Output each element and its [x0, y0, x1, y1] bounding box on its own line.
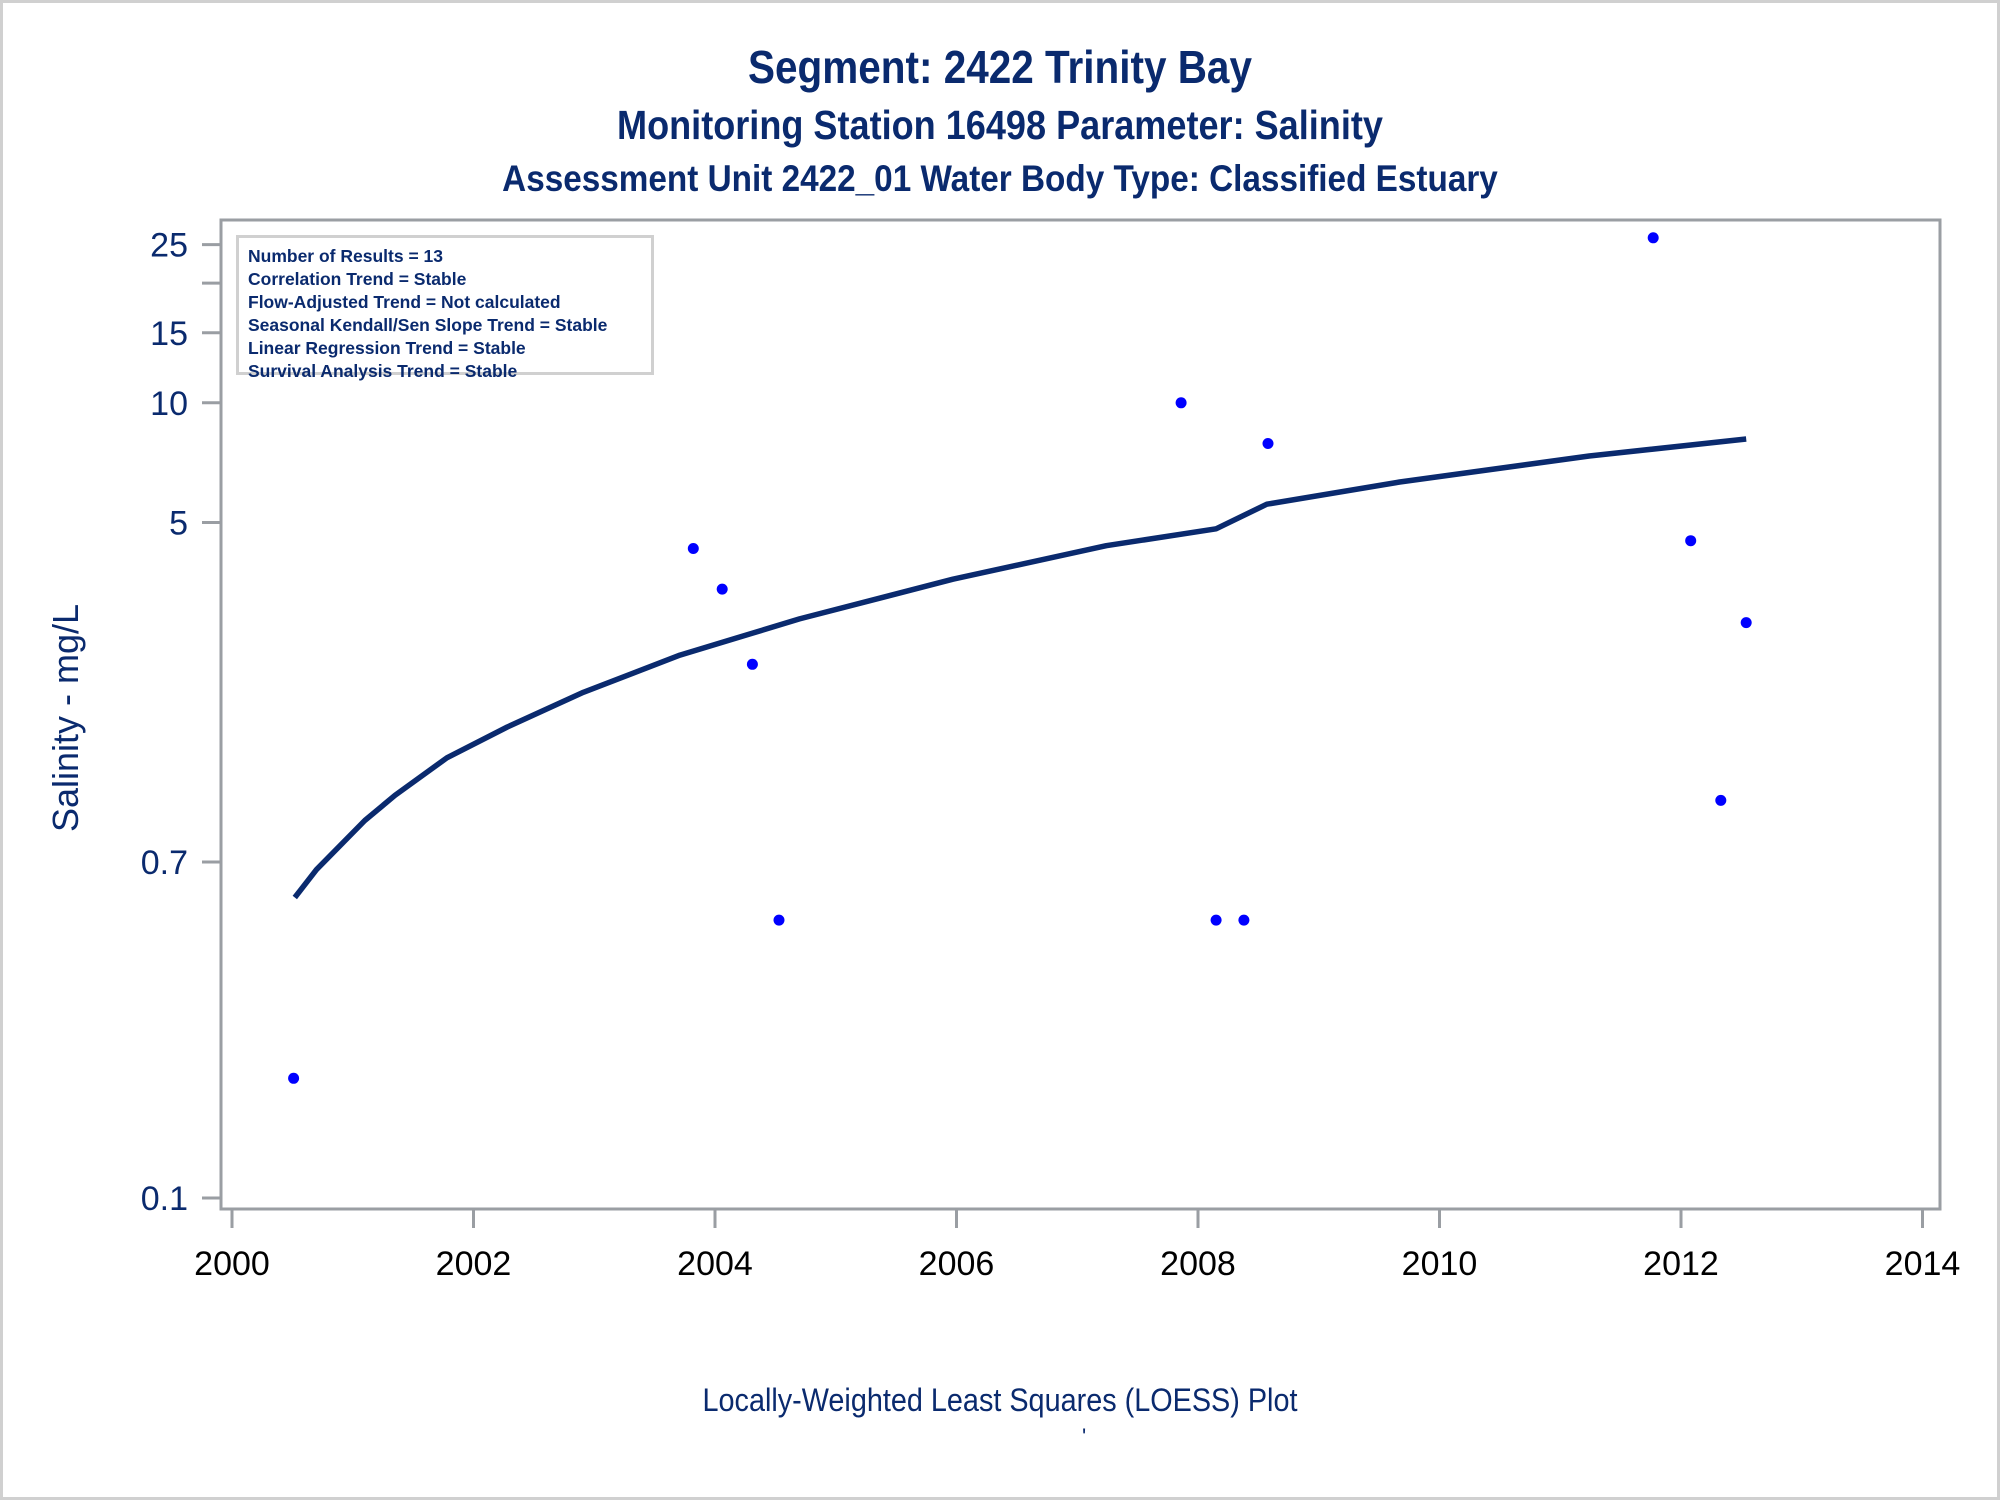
chart-subtitle-2: Assessment Unit 2422_01 Water Body Type:…	[502, 158, 1498, 199]
data-point	[716, 583, 728, 595]
ticks-layer: 2000 2002 2004 2006 2008 2010 2012 2014 0.1 0.7 5 1…	[45, 227, 1960, 1283]
data-point	[1647, 232, 1659, 244]
footnote: Locally-Weighted Least Squares (LOESS) P…	[702, 1382, 1298, 1418]
y-tick-label: 0.1	[141, 1180, 188, 1218]
y-tick-label: 0.7	[141, 844, 188, 882]
x-tick-label: 2004	[677, 1245, 753, 1283]
data-point	[687, 543, 699, 554]
y-axis-label: Salinity - mg/L	[45, 604, 86, 832]
y-tick-label: 10	[150, 385, 188, 423]
data-point	[1262, 438, 1274, 449]
legend-line: Correlation Trend = Stable	[248, 269, 467, 289]
loess-line	[292, 436, 1747, 900]
data-point	[1175, 397, 1187, 409]
points-layer	[288, 232, 1752, 1084]
data-point	[1210, 914, 1222, 926]
data-point	[1740, 617, 1752, 629]
data-point	[288, 1072, 300, 1084]
legend-line: Linear Regression Trend = Stable	[248, 338, 526, 358]
loess-line-layer	[292, 436, 1747, 900]
legend-line: Flow-Adjusted Trend = Not calculated	[248, 292, 561, 312]
data-point	[1238, 914, 1250, 926]
data-point	[773, 914, 785, 926]
plot-area-frame	[219, 218, 1942, 1211]
x-tick-label: 2000	[194, 1245, 270, 1283]
y-tick-label: 15	[150, 315, 188, 353]
axes	[219, 218, 1942, 1211]
legend-line: Number of Results = 13	[248, 246, 443, 266]
chart-subtitle: Monitoring Station 16498 Parameter: Sali…	[617, 102, 1383, 148]
x-tick-label: 2010	[1402, 1245, 1478, 1283]
x-tick-label: 2014	[1885, 1245, 1961, 1283]
data-point	[746, 658, 758, 670]
x-tick-label: 2002	[436, 1245, 512, 1283]
legend-line: Seasonal Kendall/Sen Slope Trend = Stabl…	[248, 315, 608, 335]
y-tick-label: 5	[169, 504, 188, 542]
stats-legend: Number of Results = 13 Correlation Trend…	[236, 235, 654, 381]
y-tick-label: 25	[150, 227, 188, 265]
data-point	[1685, 535, 1697, 547]
x-tick-label: 2008	[1160, 1245, 1236, 1283]
data-point	[1715, 794, 1727, 806]
footnote-mark: '	[1082, 1424, 1087, 1449]
x-tick-label: 2006	[919, 1245, 995, 1283]
legend-line: Survival Analysis Trend = Stable	[248, 361, 518, 381]
chart-title: Segment: 2422 Trinity Bay	[748, 41, 1252, 93]
x-tick-label: 2012	[1643, 1245, 1719, 1283]
